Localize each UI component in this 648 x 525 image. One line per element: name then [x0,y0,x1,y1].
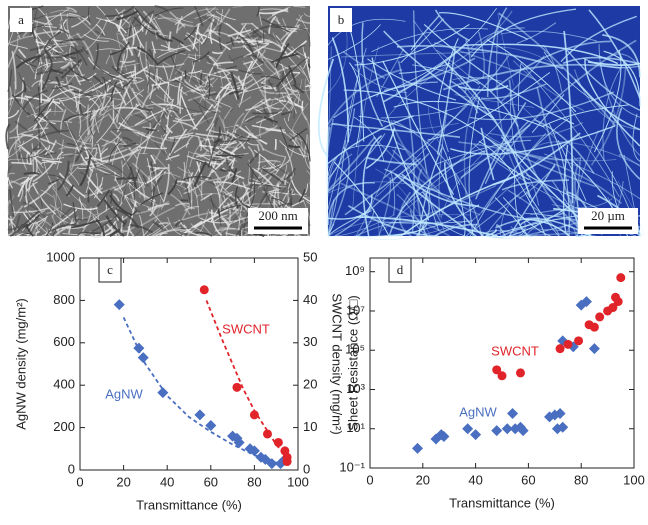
y-tick-label: 1000 [46,249,75,264]
point [595,312,604,321]
y-tick-label: 400 [53,377,75,392]
y-tick-label: 10⁹ [345,263,365,278]
panel-label: b [338,12,345,27]
y2-tick-label: 50 [303,249,317,264]
y-tick-label: 0 [68,461,75,476]
panel-label: a [18,12,24,27]
series-label: SWCNT [222,321,270,336]
point [274,438,283,447]
point [470,429,481,440]
point [614,297,623,306]
x-tick-label: 0 [366,472,373,487]
x-tick-label: 40 [468,472,482,487]
point [412,443,423,454]
point [194,409,205,420]
point [200,285,209,294]
fit-curve [124,317,288,465]
plot-frame [370,258,634,468]
scale-bar-label: 20 µm [591,208,625,223]
fiber [262,84,273,85]
y2-tick-label: 30 [303,334,317,349]
x-tick-label: 40 [160,474,174,489]
point [507,408,518,419]
series-label: AgNW [105,386,143,401]
x-axis-label: Transmittance (%) [136,497,242,512]
point [491,425,502,436]
point [283,457,292,466]
fiber [263,88,276,89]
fiber [8,219,13,220]
x-tick-label: 60 [521,472,535,487]
x-tick-label: 80 [574,472,588,487]
y-axis-label: AgNW density (mg/m²) [13,298,28,429]
x-tick-label: 60 [204,474,218,489]
y-tick-label: 200 [53,419,75,434]
x-tick-label: 100 [623,472,645,487]
point [589,343,600,354]
plot-frame [80,258,298,470]
fiber [252,113,278,114]
point [250,410,259,419]
y2-tick-label: 10 [303,419,317,434]
fiber [117,178,138,179]
fiber [283,71,284,84]
y2-axis-label: SWCNT density (mg/m²) [330,293,345,434]
point [138,352,149,363]
point [574,336,583,345]
point [556,344,565,353]
series-label: AgNW [459,404,497,419]
point [590,323,599,332]
sem-image [6,6,311,237]
fiber [88,190,89,202]
panel-label: d [397,262,404,277]
point [616,273,625,282]
y-tick-label: 600 [53,334,75,349]
point [114,299,125,310]
x-tick-label: 100 [287,474,309,489]
y-tick-label: 10⁻¹ [339,459,365,474]
point [263,429,272,438]
optical-image [319,6,643,240]
x-tick-label: 0 [76,474,83,489]
x-tick-label: 80 [247,474,261,489]
x-axis-label: Transmittance (%) [449,495,555,510]
point [498,371,507,380]
point [564,340,573,349]
y-axis-label: Sheet Resistance (Ω/□) [345,295,360,430]
point [133,343,144,354]
series-label: SWCNT [491,343,539,358]
fiber [185,70,186,78]
y-tick-label: 800 [53,292,75,307]
y2-tick-label: 40 [303,292,317,307]
y2-tick-label: 20 [303,377,317,392]
panel-label: c [107,262,113,277]
point [157,387,168,398]
y2-tick-label: 0 [303,461,310,476]
point [232,383,241,392]
x-tick-label: 20 [416,472,430,487]
point [462,423,473,434]
scale-bar-label: 200 nm [258,208,297,223]
x-tick-label: 20 [116,474,130,489]
point [516,368,525,377]
